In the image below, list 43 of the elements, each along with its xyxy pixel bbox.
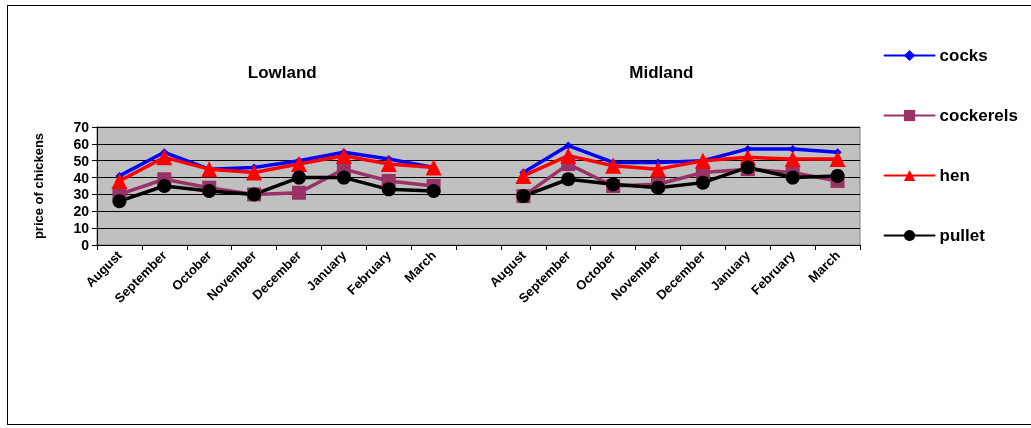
- y-axis-title: price of chickens: [31, 132, 46, 240]
- point: [335, 147, 352, 164]
- y-tick-label: 20: [73, 203, 90, 220]
- point: [246, 164, 263, 181]
- point: [291, 170, 306, 185]
- y-tick-label: 60: [73, 135, 90, 152]
- point: [336, 170, 351, 185]
- point: [560, 147, 577, 164]
- y-tick-label: 50: [73, 152, 90, 169]
- point: [156, 149, 173, 166]
- point: [112, 194, 127, 209]
- point: [694, 152, 711, 169]
- point: [829, 151, 846, 168]
- text: Midland: [629, 63, 694, 82]
- point: [564, 141, 573, 150]
- legend-label: hen: [939, 166, 970, 185]
- point: [111, 172, 128, 189]
- y-tick-label: 30: [73, 186, 90, 203]
- point: [515, 167, 532, 184]
- point: [202, 184, 217, 199]
- point: [381, 182, 396, 197]
- y-tick-label: 40: [73, 169, 90, 186]
- point: [425, 159, 442, 176]
- point: [784, 151, 801, 168]
- y-tick-label: 0: [81, 237, 90, 253]
- point: [695, 175, 710, 190]
- point: [605, 157, 622, 174]
- point: [290, 156, 307, 173]
- point: [830, 168, 845, 183]
- point: [201, 161, 218, 178]
- point: [426, 184, 441, 199]
- point: [291, 185, 306, 200]
- point: [785, 170, 800, 185]
- legend-label: pullet: [939, 226, 986, 245]
- point: [650, 161, 667, 178]
- text: Lowland: [247, 63, 317, 82]
- point: [157, 179, 172, 193]
- y-tick-label: 10: [73, 220, 90, 237]
- point: [561, 172, 576, 187]
- point: [380, 156, 397, 173]
- legend-label: cocks: [939, 46, 988, 65]
- legend-label: cockerels: [939, 106, 1018, 125]
- y-tick-label: 70: [73, 119, 90, 135]
